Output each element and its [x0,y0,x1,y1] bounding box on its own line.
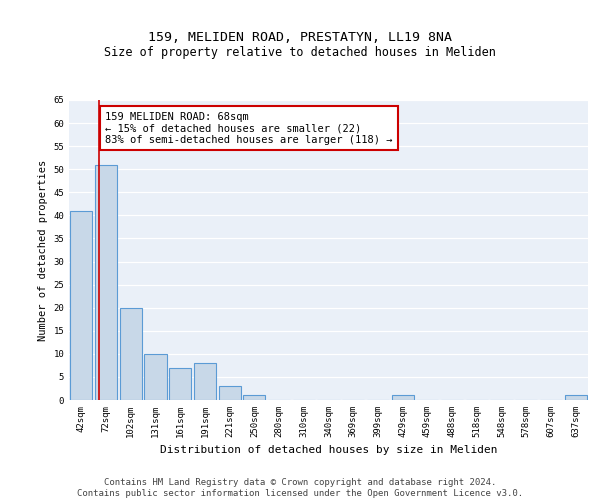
Bar [95,164,117,400]
Bar [194,363,216,400]
Bar [119,308,142,400]
Bar [218,386,241,400]
X-axis label: Distribution of detached houses by size in Meliden: Distribution of detached houses by size … [160,446,497,456]
Bar [70,211,92,400]
Text: 159, MELIDEN ROAD, PRESTATYN, LL19 8NA: 159, MELIDEN ROAD, PRESTATYN, LL19 8NA [148,31,452,44]
Bar [243,396,265,400]
Bar [169,368,191,400]
Bar [565,396,587,400]
Text: Contains HM Land Registry data © Crown copyright and database right 2024.
Contai: Contains HM Land Registry data © Crown c… [77,478,523,498]
Text: Size of property relative to detached houses in Meliden: Size of property relative to detached ho… [104,46,496,59]
Bar [392,396,414,400]
Bar [145,354,167,400]
Text: 159 MELIDEN ROAD: 68sqm
← 15% of detached houses are smaller (22)
83% of semi-de: 159 MELIDEN ROAD: 68sqm ← 15% of detache… [106,112,393,144]
Y-axis label: Number of detached properties: Number of detached properties [38,160,48,340]
